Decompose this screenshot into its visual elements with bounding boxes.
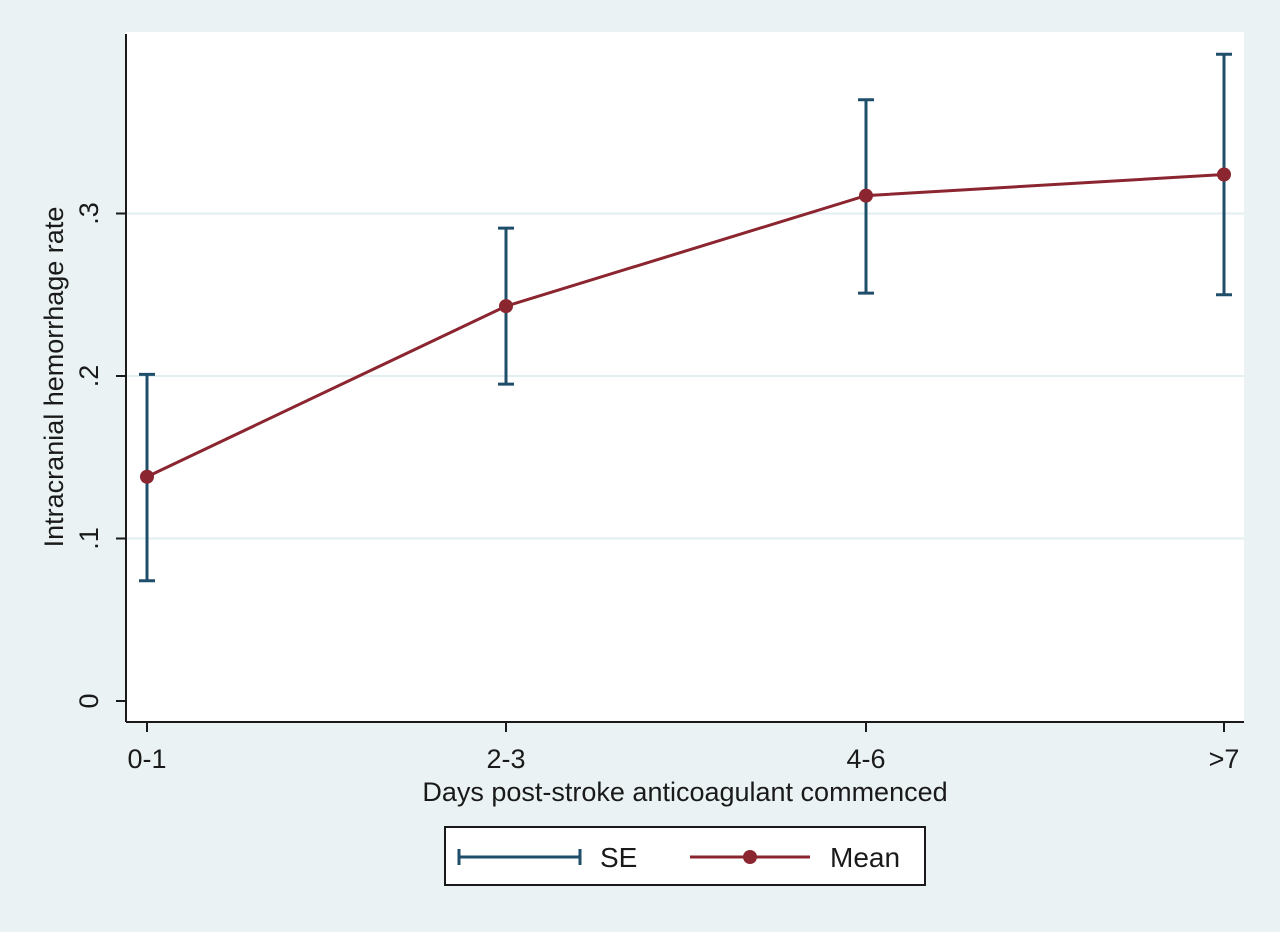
y-axis-ticks: 0 .1 .2 .3 [74, 202, 126, 709]
y-tick-label-1: .1 [74, 527, 104, 550]
mean-point-3 [1217, 167, 1231, 182]
legend: SE Mean [444, 826, 926, 886]
mean-line [146, 173, 1225, 479]
y-tick-label-0: 0 [74, 693, 104, 708]
x-axis-ticks: 0-1 2-3 4-6 >7 [127, 722, 1239, 774]
mean-point-2 [859, 188, 873, 203]
legend-mean-label: Mean [830, 842, 900, 873]
mean-point-1 [499, 299, 513, 314]
x-tick-label-1: 2-3 [486, 744, 525, 774]
y-axis-title: Intracranial hemorrhage rate [39, 207, 69, 548]
x-tick-label-3: >7 [1209, 744, 1240, 774]
y-tick-label-2: .2 [74, 365, 104, 388]
mean-series [140, 167, 1231, 484]
x-tick-label-2: 4-6 [846, 744, 885, 774]
legend-mean-key [690, 850, 810, 864]
legend-se-key [457, 849, 582, 865]
legend-se-label: SE [600, 842, 637, 873]
gridlines [127, 212, 1244, 540]
x-tick-label-0: 0-1 [127, 744, 166, 774]
y-tick-label-3: .3 [74, 202, 104, 225]
x-axis-title: Days post-stroke anticoagulant commenced [422, 777, 947, 807]
mean-point-0 [140, 469, 154, 484]
